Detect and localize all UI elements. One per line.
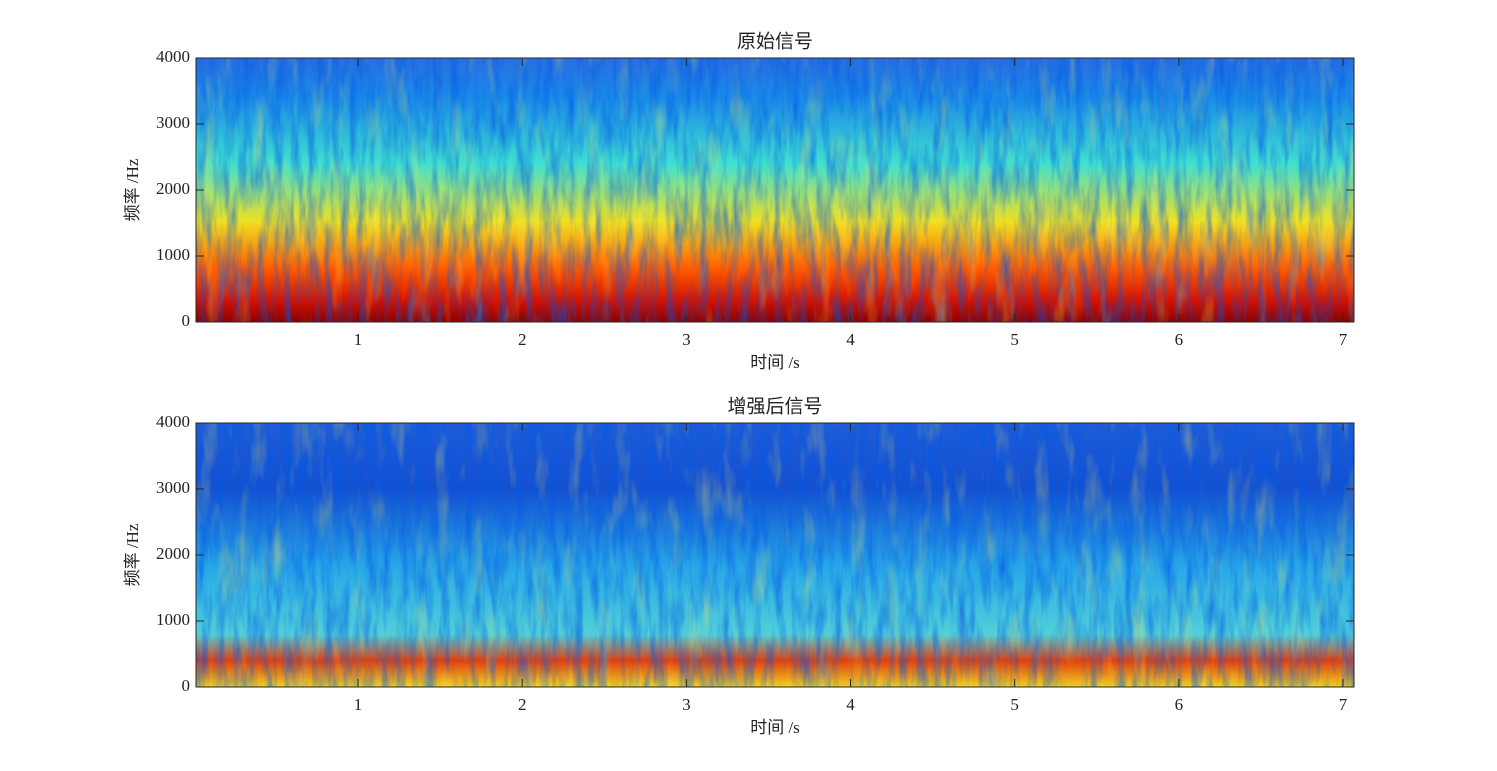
- x-tick-label: 6: [1175, 330, 1184, 349]
- spectrogram-texture: [196, 58, 1354, 322]
- y-tick-label: 3000: [156, 478, 190, 497]
- y-tick-label: 1000: [156, 245, 190, 264]
- x-tick-label: 5: [1010, 330, 1019, 349]
- y-tick-label: 4000: [156, 47, 190, 66]
- y-axis-label: 频率 /Hz: [123, 158, 142, 221]
- x-tick-label: 5: [1010, 695, 1019, 714]
- x-tick-label: 2: [518, 695, 527, 714]
- x-tick-label: 7: [1339, 695, 1348, 714]
- y-tick-label: 1000: [156, 610, 190, 629]
- x-tick-label: 6: [1175, 695, 1184, 714]
- x-axis-label: 时间 /s: [750, 353, 800, 372]
- y-tick-label: 2000: [156, 544, 190, 563]
- x-tick-label: 3: [682, 695, 691, 714]
- spectrogram-texture: [196, 423, 1354, 687]
- x-tick-label: 2: [518, 330, 527, 349]
- y-tick-label: 4000: [156, 412, 190, 431]
- x-tick-label: 4: [846, 330, 855, 349]
- chart-title: 原始信号: [737, 30, 813, 52]
- y-tick-label: 0: [182, 311, 191, 330]
- y-axis-label: 频率 /Hz: [123, 523, 142, 586]
- x-tick-label: 1: [354, 330, 363, 349]
- x-tick-label: 1: [354, 695, 363, 714]
- y-tick-label: 3000: [156, 113, 190, 132]
- x-axis-label: 时间 /s: [750, 718, 800, 737]
- x-tick-label: 4: [846, 695, 855, 714]
- chart-title: 增强后信号: [727, 395, 822, 417]
- x-tick-label: 3: [682, 330, 691, 349]
- x-tick-label: 7: [1339, 330, 1348, 349]
- y-tick-label: 0: [182, 676, 191, 695]
- y-tick-label: 2000: [156, 179, 190, 198]
